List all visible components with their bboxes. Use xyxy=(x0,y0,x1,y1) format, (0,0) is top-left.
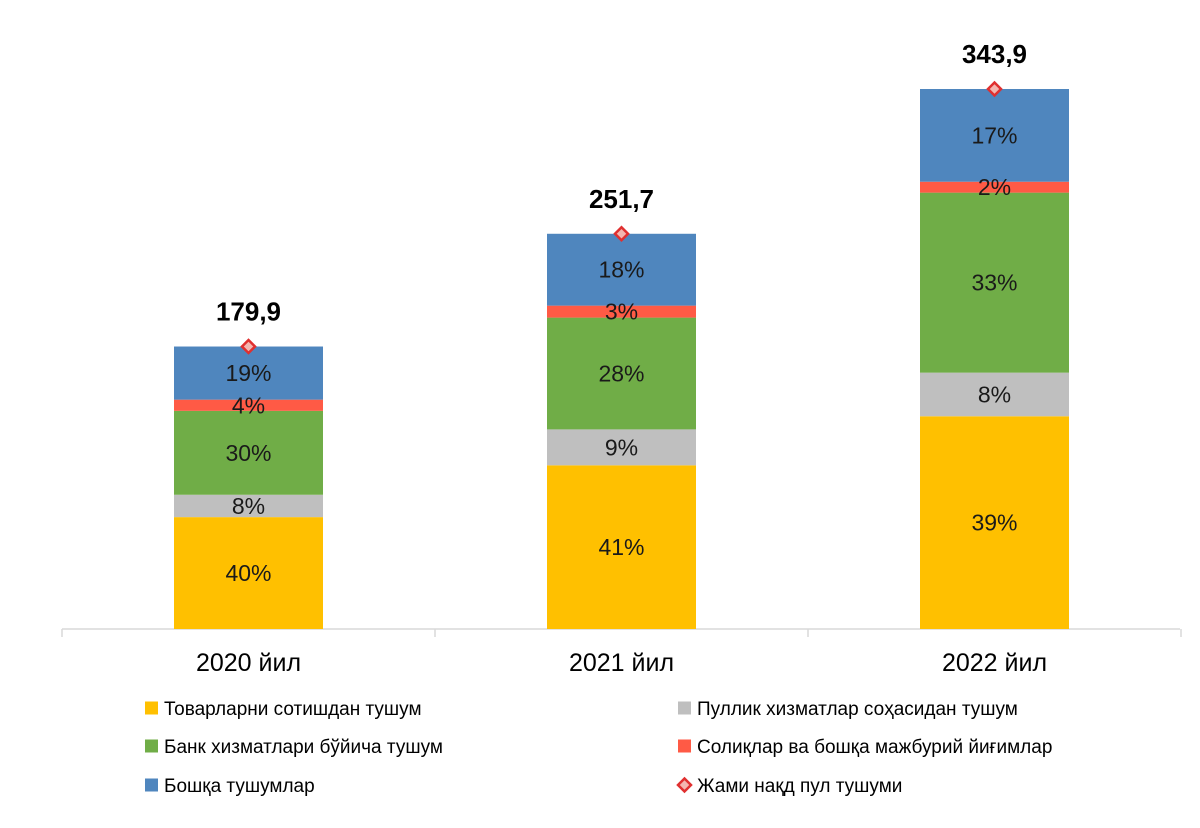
bar-segment xyxy=(920,372,1069,417)
total-value-label: 251,7 xyxy=(589,184,654,214)
legend-swatch xyxy=(145,701,158,715)
bar-segment xyxy=(174,410,323,495)
total-markers xyxy=(240,80,1003,355)
total-value-label: 343,9 xyxy=(962,39,1027,69)
bar-segment xyxy=(547,233,696,306)
segment-value-label: 19% xyxy=(225,360,271,386)
legend-swatch xyxy=(145,739,158,753)
total-marker xyxy=(613,225,630,243)
legend-label: Товарларни сотишдан тушум xyxy=(164,699,422,720)
legend-label: Бошқа тушумлар xyxy=(164,776,315,797)
category-label: 2020 йил xyxy=(196,649,301,677)
legend-label: Жами нақд пул тушуми xyxy=(697,776,902,797)
category-labels: 2020 йил 2021 йил 2022 йил xyxy=(196,649,1047,677)
legend-label: Банк хизматлари бўйича тушум xyxy=(164,737,443,758)
segment-value-label: 8% xyxy=(232,493,265,519)
bar-segment xyxy=(174,346,323,400)
legend-label: Пуллик хизматлар соҳасидан тушум xyxy=(697,699,1018,720)
bar-segment xyxy=(920,89,1069,182)
segment-value-label: 9% xyxy=(605,434,638,460)
bar-segment xyxy=(920,192,1069,373)
category-label: 2021 йил xyxy=(569,649,674,677)
bar-segment xyxy=(547,317,696,430)
legend-swatch xyxy=(145,778,158,792)
legend-diamond xyxy=(676,776,693,794)
total-labels: 179,9 251,7 343,9 xyxy=(216,39,1027,327)
legend-swatch xyxy=(678,739,691,753)
segment-value-label: 39% xyxy=(971,510,1017,536)
segment-value-label: 33% xyxy=(971,270,1017,296)
bar-segment xyxy=(547,305,696,318)
total-marker xyxy=(240,338,257,355)
total-marker xyxy=(986,80,1003,98)
segment-value-label: 8% xyxy=(978,381,1011,407)
legend: Товарларни сотишдан тушум Пуллик хизматла… xyxy=(145,699,1052,797)
category-label: 2022 йил xyxy=(942,649,1047,677)
bar-segment xyxy=(547,429,696,466)
segment-value-label: 3% xyxy=(605,299,638,325)
segment-value-label: 28% xyxy=(598,361,644,387)
segment-labels: 40% 8% 30% 4% 19% 41% 9% 28% 3% 18% 39% 8% 33% 2% 17% xyxy=(225,122,1017,586)
segment-value-label: 40% xyxy=(225,560,271,586)
bar-segment xyxy=(174,399,323,411)
segment-value-label: 17% xyxy=(971,122,1017,148)
legend-swatch xyxy=(678,701,691,715)
segment-value-label: 18% xyxy=(598,257,644,283)
segment-value-label: 4% xyxy=(232,392,265,418)
bars xyxy=(174,89,1069,629)
segment-value-label: 30% xyxy=(225,440,271,466)
legend-label: Солиқлар ва бошқа мажбурий йиғимлар xyxy=(697,737,1052,758)
bar-segment xyxy=(174,494,323,518)
bar-segment xyxy=(920,416,1069,629)
bar-segment xyxy=(920,181,1069,193)
x-axis-ticks xyxy=(61,629,1182,637)
segment-value-label: 41% xyxy=(598,534,644,560)
total-value-label: 179,9 xyxy=(216,297,281,327)
bar-segment xyxy=(547,465,696,629)
bar-segment xyxy=(174,517,323,629)
segment-value-label: 2% xyxy=(978,174,1011,200)
